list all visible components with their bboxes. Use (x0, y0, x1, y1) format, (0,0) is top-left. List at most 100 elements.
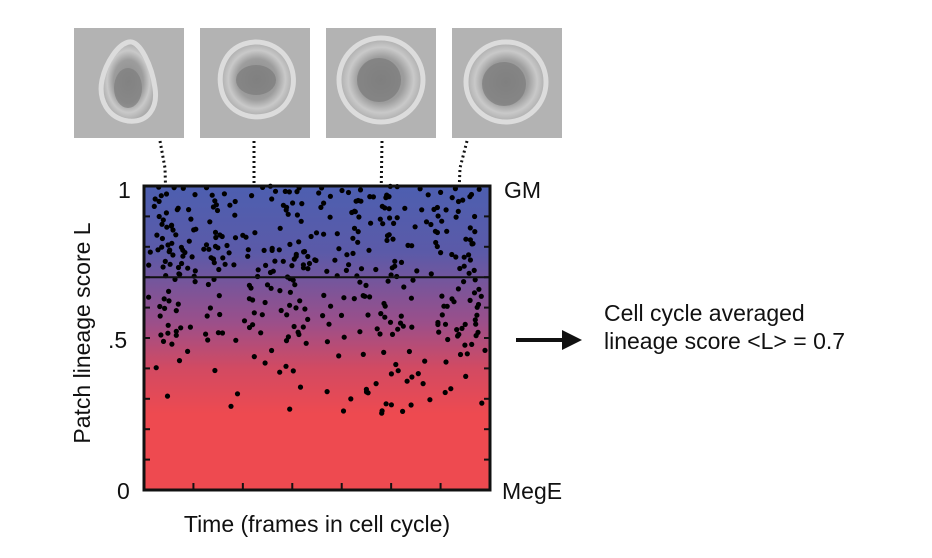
scatter-point (406, 348, 412, 355)
scatter-point (164, 393, 171, 399)
scatter-point (162, 258, 168, 264)
scatter-point (398, 313, 404, 319)
scatter-point (438, 250, 444, 256)
scatter-point (180, 253, 186, 259)
scatter-point (455, 286, 461, 292)
scatter-point (427, 397, 433, 403)
scatter-point (251, 354, 257, 360)
scatter-point (285, 211, 291, 217)
scatter-point (386, 232, 392, 238)
scatter-point (290, 277, 296, 283)
scatter-point (167, 247, 173, 253)
scatter-point (461, 254, 467, 260)
scatter-point (219, 330, 226, 336)
scatter-point (192, 268, 198, 274)
scatter-point (442, 321, 449, 327)
scatter-point (318, 204, 324, 210)
scatter-point (338, 312, 345, 318)
scatter-point (358, 266, 365, 272)
scatter-point (232, 212, 238, 218)
scatter-point (348, 396, 354, 402)
cell-images (74, 28, 562, 138)
scatter-point (467, 237, 473, 243)
scatter-point (291, 323, 297, 330)
scatter-point (219, 233, 225, 240)
scatter-point (466, 270, 472, 276)
scatter-point (473, 321, 479, 327)
scatter-point (298, 218, 304, 224)
scatter-point (367, 194, 373, 200)
scatter-point (321, 292, 327, 298)
x-axis-label: Time (frames in cell cycle) (184, 511, 450, 537)
scatter-point (286, 189, 292, 195)
scatter-point (303, 340, 309, 346)
scatter-point (336, 353, 342, 359)
cell-image-3 (326, 28, 436, 138)
scatter-point (283, 207, 289, 213)
scatter-point (263, 262, 269, 268)
scatter-point (379, 408, 385, 414)
scatter-point (234, 391, 241, 397)
scatter-point (393, 361, 399, 368)
scatter-point (467, 257, 473, 263)
scatter-point (156, 198, 162, 204)
scatter-point (272, 258, 278, 264)
scatter-point (170, 252, 176, 258)
scatter-point (428, 221, 434, 228)
scatter-point (246, 282, 252, 288)
scatter-point (425, 192, 431, 198)
scatter-point (285, 334, 291, 340)
annotation-line-2: lineage score <L> = 0.7 (604, 328, 846, 354)
scatter-point (422, 358, 428, 364)
scatter-point (324, 339, 330, 345)
scatter-point (478, 293, 484, 299)
scatter-point (398, 259, 405, 265)
scatter-point (214, 207, 221, 214)
scatter-point (227, 202, 233, 208)
scatter-point (389, 331, 396, 337)
scatter-point (439, 293, 445, 299)
y-tick-label-1: 1 (118, 177, 131, 203)
scatter-point (339, 187, 345, 194)
scatter-point (448, 386, 454, 392)
scatter-point (472, 229, 478, 235)
scatter-point (192, 192, 198, 198)
scatter-point (151, 203, 157, 209)
scatter-point (294, 189, 300, 195)
scatter-point (243, 234, 249, 240)
cell-image-4 (452, 28, 562, 138)
scatter-point (345, 189, 352, 196)
scatter-point (169, 240, 175, 246)
plot-background (144, 186, 490, 490)
scatter-point (479, 400, 485, 406)
scatter-point (443, 359, 449, 365)
scatter-point (409, 374, 415, 380)
scatter-point (392, 263, 398, 269)
scatter-point (357, 279, 363, 285)
scatter-point (163, 210, 169, 216)
scatter-point (435, 213, 441, 219)
scatter-point (442, 389, 448, 396)
scatter-point (409, 324, 415, 330)
scatter-point (251, 310, 257, 316)
scatter-point (453, 254, 459, 260)
scatter-point (158, 332, 164, 338)
scatter-point (173, 308, 179, 314)
right-arrow-icon (516, 330, 582, 350)
scatter-point (222, 261, 228, 267)
scatter-point (467, 225, 473, 231)
scatter-point (392, 258, 398, 264)
scatter-point (306, 260, 313, 267)
scatter-point (187, 324, 193, 330)
annotation-line-1: Cell cycle averaged (604, 300, 805, 326)
scatter-point (457, 351, 464, 358)
scatter-point (438, 189, 444, 195)
scatter-point (264, 282, 271, 288)
scatter-point (386, 206, 392, 212)
scatter-point (262, 360, 268, 366)
scatter-point (189, 254, 195, 260)
scatter-point (405, 242, 411, 248)
scatter-point (269, 245, 275, 251)
scatter-point (434, 243, 440, 250)
scatter-point (232, 198, 238, 205)
